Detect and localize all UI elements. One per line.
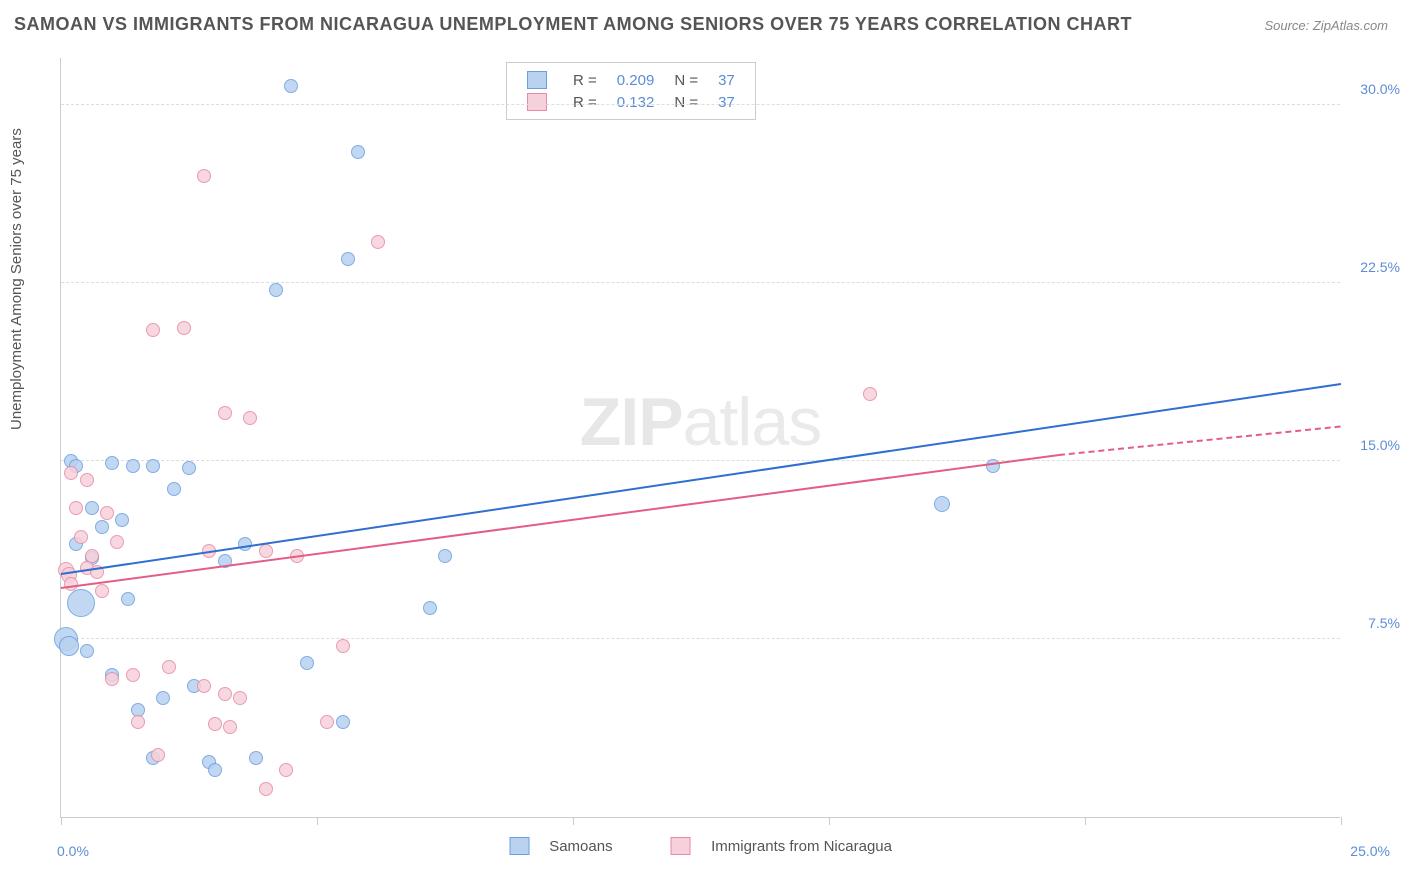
data-point xyxy=(177,321,191,335)
data-point xyxy=(151,748,165,762)
data-point xyxy=(85,549,99,563)
data-point xyxy=(182,461,196,475)
y-tick-label: 22.5% xyxy=(1360,259,1400,275)
data-point xyxy=(208,717,222,731)
legend-bottom-swatch-1 xyxy=(509,837,529,855)
legend-bottom-swatch-2 xyxy=(671,837,691,855)
gridline xyxy=(61,104,1340,105)
data-point xyxy=(371,235,385,249)
data-point xyxy=(341,252,355,266)
data-point xyxy=(80,644,94,658)
data-point xyxy=(259,544,273,558)
data-point xyxy=(131,715,145,729)
data-point xyxy=(74,530,88,544)
data-point xyxy=(243,411,257,425)
trend-line xyxy=(61,454,1060,589)
data-point xyxy=(121,592,135,606)
data-point xyxy=(259,782,273,796)
data-point xyxy=(336,715,350,729)
data-point xyxy=(863,387,877,401)
legend-stats: R = 0.209 N = 37 R = 0.132 N = 37 xyxy=(506,62,756,120)
gridline xyxy=(61,282,1340,283)
data-point xyxy=(69,501,83,515)
data-point xyxy=(146,459,160,473)
data-point xyxy=(218,406,232,420)
y-tick-label: 30.0% xyxy=(1360,81,1400,97)
chart-source: Source: ZipAtlas.com xyxy=(1264,18,1388,33)
data-point xyxy=(233,691,247,705)
data-point xyxy=(85,501,99,515)
data-point xyxy=(218,687,232,701)
data-point xyxy=(249,751,263,765)
watermark: ZIPatlas xyxy=(580,383,821,461)
data-point xyxy=(197,679,211,693)
plot-area: ZIPatlas R = 0.209 N = 37 R = 0.132 N = … xyxy=(60,58,1340,818)
legend-n-value-2: 37 xyxy=(708,91,745,113)
legend-swatch-2 xyxy=(527,93,547,111)
x-tick-right: 25.0% xyxy=(1350,843,1390,859)
data-point xyxy=(320,715,334,729)
data-point xyxy=(126,459,140,473)
data-point xyxy=(336,639,350,653)
data-point xyxy=(934,496,950,512)
data-point xyxy=(269,283,283,297)
data-point xyxy=(95,520,109,534)
chart-container: SAMOAN VS IMMIGRANTS FROM NICARAGUA UNEM… xyxy=(0,0,1406,892)
data-point xyxy=(156,691,170,705)
legend-row-1: R = 0.209 N = 37 xyxy=(517,69,745,91)
data-point xyxy=(197,169,211,183)
gridline xyxy=(61,460,1340,461)
data-point xyxy=(115,513,129,527)
data-point xyxy=(59,636,79,656)
legend-r-label-2: R = xyxy=(563,91,607,113)
y-axis-label: Unemployment Among Seniors over 75 years xyxy=(8,128,25,430)
data-point xyxy=(223,720,237,734)
x-tick xyxy=(61,817,62,825)
legend-r-label-1: R = xyxy=(563,69,607,91)
x-tick xyxy=(317,817,318,825)
data-point xyxy=(438,549,452,563)
trend-line xyxy=(1059,426,1341,456)
legend-n-label-1: N = xyxy=(664,69,708,91)
data-point xyxy=(105,672,119,686)
data-point xyxy=(146,323,160,337)
data-point xyxy=(351,145,365,159)
watermark-bold: ZIP xyxy=(580,384,683,460)
data-point xyxy=(423,601,437,615)
data-point xyxy=(100,506,114,520)
legend-r-value-2: 0.132 xyxy=(607,91,665,113)
data-point xyxy=(284,79,298,93)
x-tick xyxy=(1085,817,1086,825)
legend-bottom-label-2: Immigrants from Nicaragua xyxy=(711,838,892,855)
data-point xyxy=(162,660,176,674)
legend-bottom-label-1: Samoans xyxy=(549,838,612,855)
data-point xyxy=(279,763,293,777)
legend-row-2: R = 0.132 N = 37 xyxy=(517,91,745,113)
chart-title: SAMOAN VS IMMIGRANTS FROM NICARAGUA UNEM… xyxy=(14,14,1132,35)
gridline xyxy=(61,638,1340,639)
data-point xyxy=(208,763,222,777)
x-tick xyxy=(573,817,574,825)
data-point xyxy=(80,473,94,487)
data-point xyxy=(167,482,181,496)
data-point xyxy=(67,589,95,617)
data-point xyxy=(300,656,314,670)
legend-r-value-1: 0.209 xyxy=(607,69,665,91)
x-tick-left: 0.0% xyxy=(57,843,89,859)
y-tick-label: 7.5% xyxy=(1368,615,1400,631)
data-point xyxy=(64,466,78,480)
legend-bottom: Samoans Immigrants from Nicaragua xyxy=(501,837,900,855)
data-point xyxy=(126,668,140,682)
legend-n-value-1: 37 xyxy=(708,69,745,91)
data-point xyxy=(110,535,124,549)
x-tick xyxy=(1341,817,1342,825)
y-tick-label: 15.0% xyxy=(1360,437,1400,453)
watermark-thin: atlas xyxy=(683,384,822,460)
data-point xyxy=(105,456,119,470)
data-point xyxy=(95,584,109,598)
x-tick xyxy=(829,817,830,825)
legend-n-label-2: N = xyxy=(664,91,708,113)
legend-swatch-1 xyxy=(527,71,547,89)
